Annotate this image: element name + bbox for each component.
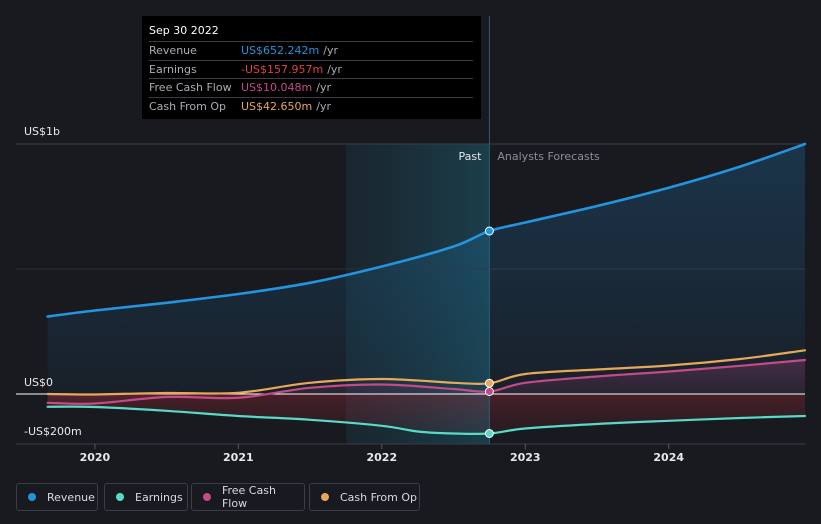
legend-label: Earnings (135, 490, 183, 504)
legend-free-cash-flow[interactable]: Free Cash Flow (191, 483, 305, 511)
tooltip-value: US$10.048m (241, 81, 313, 94)
forecast-label: Analysts Forecasts (497, 150, 600, 163)
tooltip-value: US$42.650m (241, 99, 313, 113)
tooltip-date: Sep 30 2022 (149, 24, 219, 37)
x-tick-label: 2021 (223, 451, 254, 464)
y-tick-label-bottom: -US$200m (24, 425, 82, 438)
tooltip-row-earnings: Earnings -US$157.957m /yr (149, 59, 473, 79)
x-tick-label: 2024 (653, 451, 684, 464)
tooltip-unit: /yr (316, 99, 331, 113)
tooltip-unit: /yr (323, 44, 338, 57)
tooltip-label: Cash From Op (149, 99, 227, 113)
marker-revenue (484, 226, 494, 236)
marker-free-cash-flow (484, 387, 494, 396)
tooltip-row-cash-from-op: Cash From Op US$42.650m /yr (149, 96, 473, 116)
legend-label: Free Cash Flow (221, 484, 276, 510)
past-label: Past (458, 150, 482, 163)
revenue-dot-icon (28, 493, 36, 501)
x-tick-label: 2022 (366, 451, 397, 464)
series-line-earnings (46, 405, 807, 436)
legend-earnings[interactable]: Earnings (104, 483, 188, 511)
revenue-area (47, 144, 806, 394)
series-line-free-cash-flow (46, 358, 807, 405)
tooltip-row-free-cash-flow: Free Cash Flow US$10.048m /yr (149, 78, 473, 97)
tooltip-label: Free Cash Flow (149, 81, 232, 94)
tooltip-value: -US$157.957m (241, 62, 324, 76)
tooltip-label: Earnings (149, 62, 197, 76)
marker-earnings (484, 429, 494, 438)
tooltip-label: Revenue (149, 44, 197, 57)
series-line-revenue (46, 142, 807, 318)
y-tick-label-zero: US$0 (24, 376, 53, 389)
marker-cash-from-op (484, 378, 494, 388)
legend-label: Revenue (47, 490, 95, 504)
fcf-area (47, 360, 806, 404)
tooltip-row-revenue: Revenue US$652.242m /yr (149, 41, 473, 60)
legend-label: Cash From Op (340, 490, 418, 504)
legend-cash-from-op[interactable]: Cash From Op (309, 483, 420, 511)
earnings-area (47, 394, 806, 434)
legend-revenue[interactable]: Revenue (16, 483, 98, 511)
tooltip-unit: /yr (316, 81, 331, 94)
y-tick-label-top: US$1b (24, 125, 60, 138)
fcf-dot-icon (203, 493, 211, 501)
tooltip-value: US$652.242m (241, 44, 320, 57)
x-tick-label: 2020 (80, 451, 111, 464)
series-line-cash-from-op (46, 349, 807, 396)
tooltip: Sep 30 2022 Revenue US$652.242m /yr Earn… (142, 16, 481, 119)
tooltip-unit: /yr (327, 62, 342, 76)
cfo-dot-icon (321, 493, 329, 501)
earnings-dot-icon (116, 493, 124, 501)
x-tick-label: 2023 (510, 451, 541, 464)
